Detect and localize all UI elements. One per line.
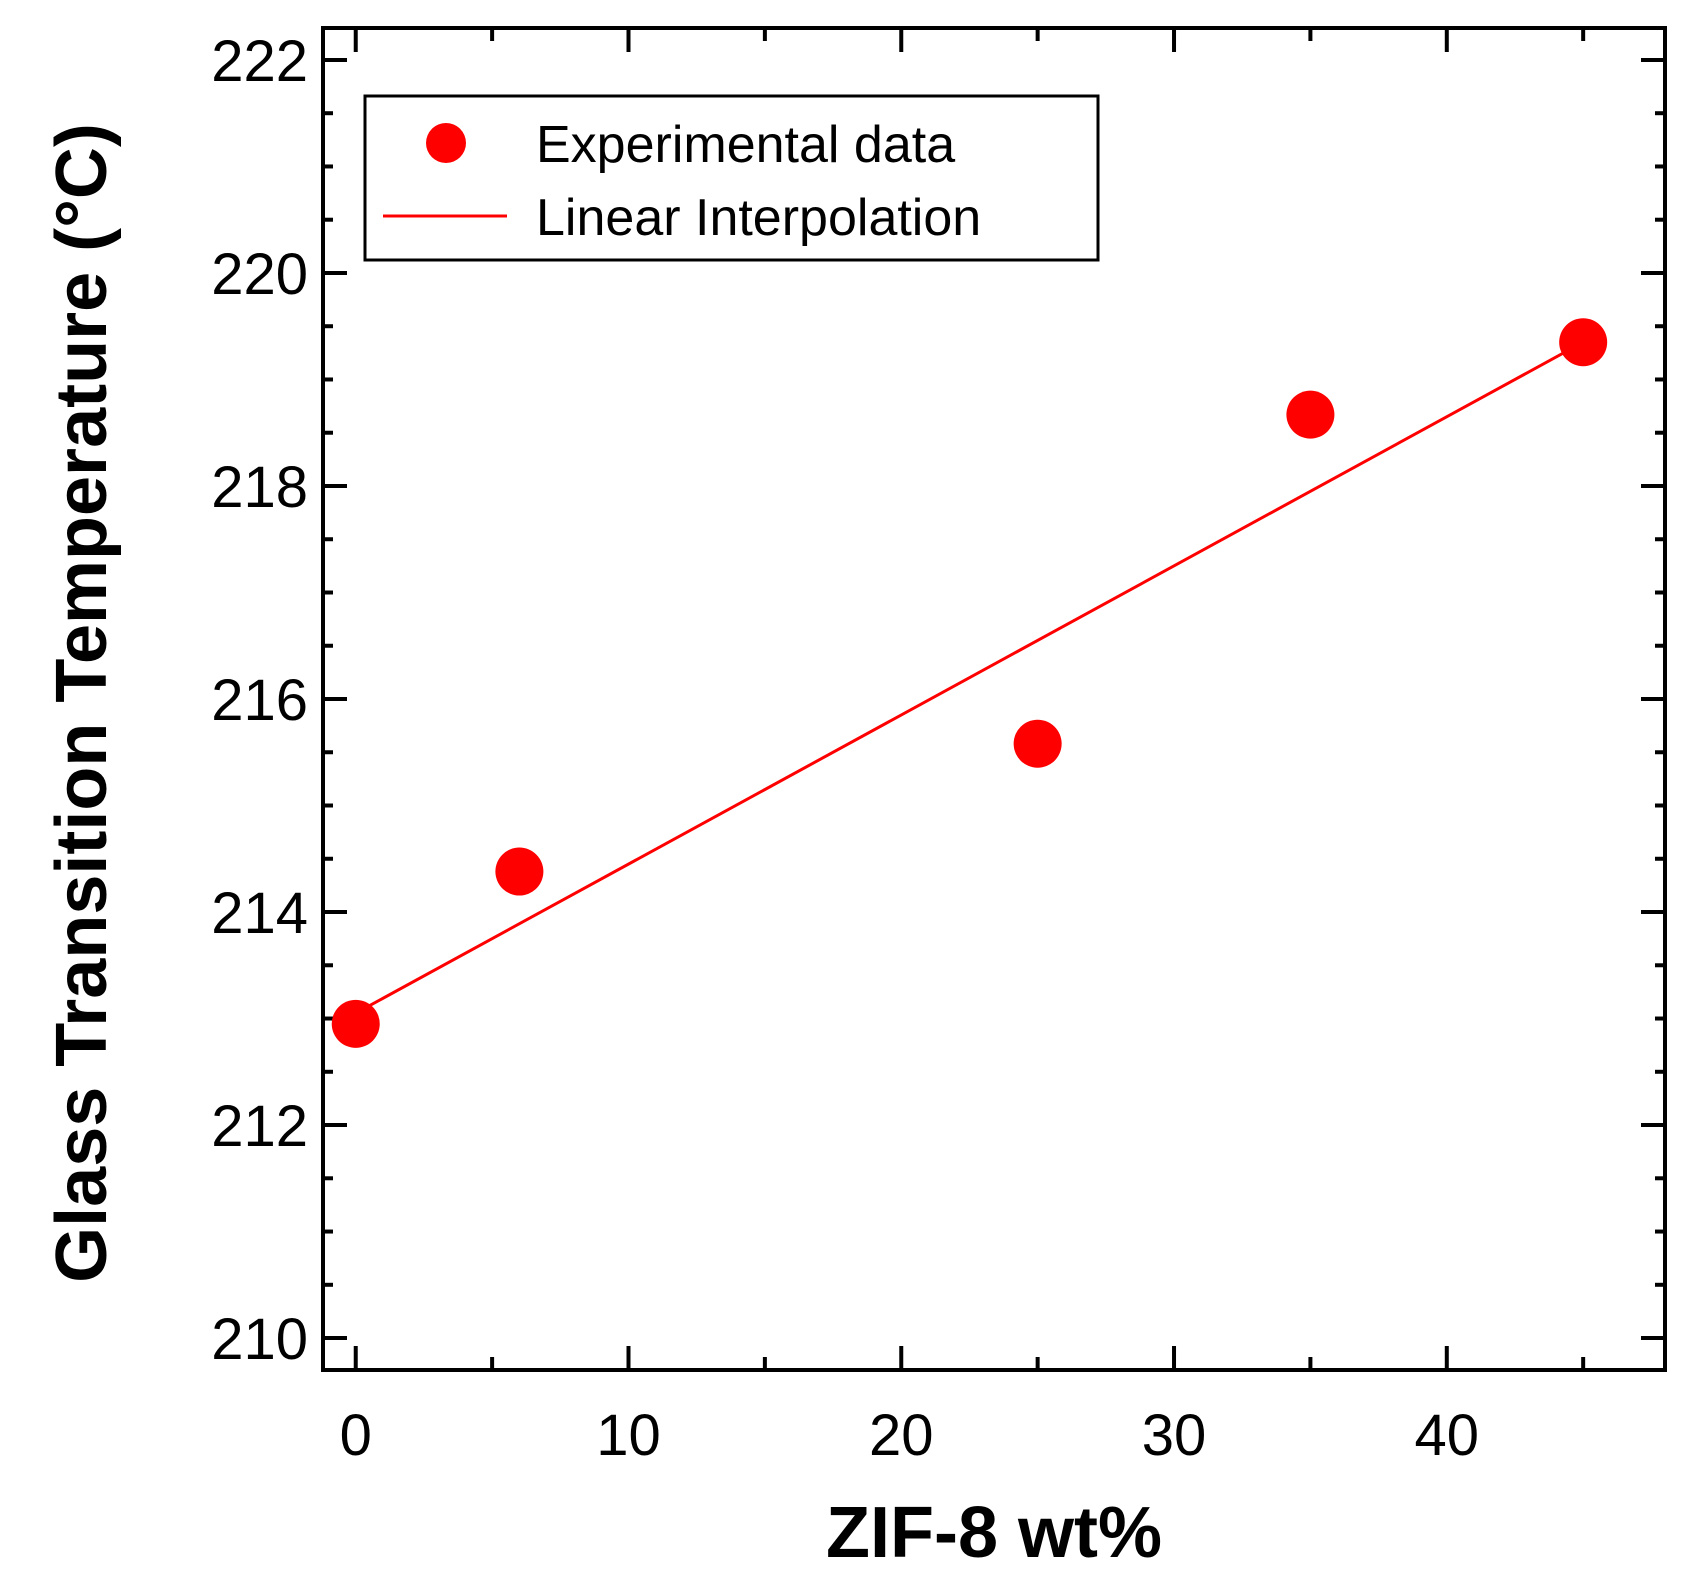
x-tick-label: 40 — [1415, 1403, 1480, 1468]
y-axis-title: Glass Transition Temperature (°C) — [42, 123, 122, 1283]
legend: Experimental data Linear Interpolation — [363, 94, 1100, 262]
legend-label-linear: Linear Interpolation — [536, 189, 981, 247]
y-tick-label: 220 — [211, 242, 308, 307]
y-tick-label: 212 — [211, 1094, 308, 1159]
x-tick-label: 20 — [869, 1403, 934, 1468]
legend-label-experimental: Experimental data — [536, 116, 955, 174]
y-tick-label: 222 — [211, 29, 308, 94]
x-tick-labels: 0 10 20 30 40 — [340, 1403, 1479, 1468]
x-axis-title: ZIF-8 wt% — [826, 1493, 1162, 1573]
points-layer — [331, 318, 1608, 1048]
data-point — [1013, 719, 1062, 768]
fit-layer — [355, 340, 1584, 1015]
y-tick-label: 214 — [211, 881, 308, 946]
y-tick-label: 210 — [211, 1307, 308, 1372]
fit-line — [355, 340, 1584, 1015]
legend-marker-experimental — [426, 123, 466, 163]
data-point — [331, 999, 380, 1048]
legend-box — [363, 94, 1100, 262]
data-point — [495, 847, 544, 896]
x-tick-label: 10 — [596, 1403, 661, 1468]
x-tick-label: 30 — [1142, 1403, 1207, 1468]
y-tick-label: 216 — [211, 668, 308, 733]
y-tick-labels: 210 212 214 216 218 220 222 — [211, 29, 308, 1372]
data-point — [1286, 390, 1335, 439]
y-tick-label: 218 — [211, 455, 308, 520]
x-tick-label: 0 — [340, 1403, 372, 1468]
data-point — [1559, 318, 1608, 367]
plot-frame — [321, 26, 1667, 1372]
